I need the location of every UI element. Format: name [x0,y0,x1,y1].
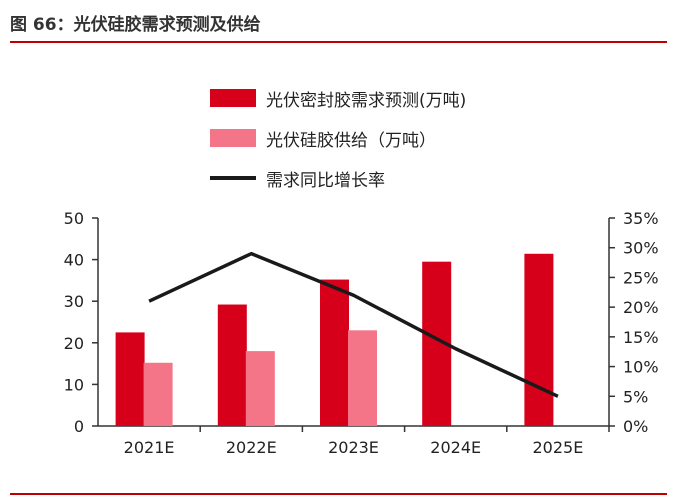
x-tick-label: 2024E [430,438,481,457]
tick-labels: 0 10 20 30 40 50 0% 5% 10% 15% 20% 25% 30% 35% 2021E 20… [64,209,659,457]
right-tick-label: 5% [623,387,648,406]
legend-item-demand: 光伏密封胶需求预测(万吨) [210,78,466,118]
right-tick-label: 15% [623,328,659,347]
legend-swatch-growth [210,176,256,180]
bar-supply [143,362,173,426]
legend-label-demand: 光伏密封胶需求预测(万吨) [266,90,467,111]
bar-demand [524,253,554,426]
right-tick-label: 30% [623,239,659,258]
left-tick-label: 50 [64,209,84,228]
x-tick-label: 2023E [328,438,379,457]
left-tick-label: 30 [64,292,84,311]
growth-line [148,251,559,398]
left-tick-label: 20 [64,334,84,353]
left-tick-label: 40 [64,251,84,270]
legend-label-supply: 光伏硅胶供给（万吨） [266,130,436,151]
right-tick-label: 20% [623,298,659,317]
bars [115,253,554,426]
legend-label-growth: 需求同比增长率 [266,170,385,191]
bar-supply [348,330,377,426]
legend-item-supply: 光伏硅胶供给（万吨） [210,118,466,158]
left-tick-label: 10 [64,375,84,394]
chart-title: 图 66：光伏硅胶需求预测及供给 [10,15,261,35]
x-tick-label: 2022E [226,438,277,457]
bottom-divider [10,493,667,495]
x-tick-label: 2025E [532,438,583,457]
right-tick-label: 25% [623,268,659,287]
legend-item-growth: 需求同比增长率 [210,158,466,198]
growth-line-group [148,251,559,398]
bar-demand [115,332,145,426]
x-tick-label: 2021E [124,438,175,457]
right-tick-label: 35% [623,209,659,228]
right-tick-label: 0% [623,417,648,436]
title-divider [10,41,667,43]
right-tick-label: 10% [623,358,659,377]
legend: 光伏密封胶需求预测(万吨) 光伏硅胶供给（万吨） 需求同比增长率 [210,78,466,198]
bar-demand [217,304,247,426]
bar-supply [245,351,275,426]
legend-swatch-supply [210,129,256,147]
left-tick-label: 0 [74,417,84,436]
bar-demand [320,279,349,426]
legend-swatch-demand [210,89,256,107]
